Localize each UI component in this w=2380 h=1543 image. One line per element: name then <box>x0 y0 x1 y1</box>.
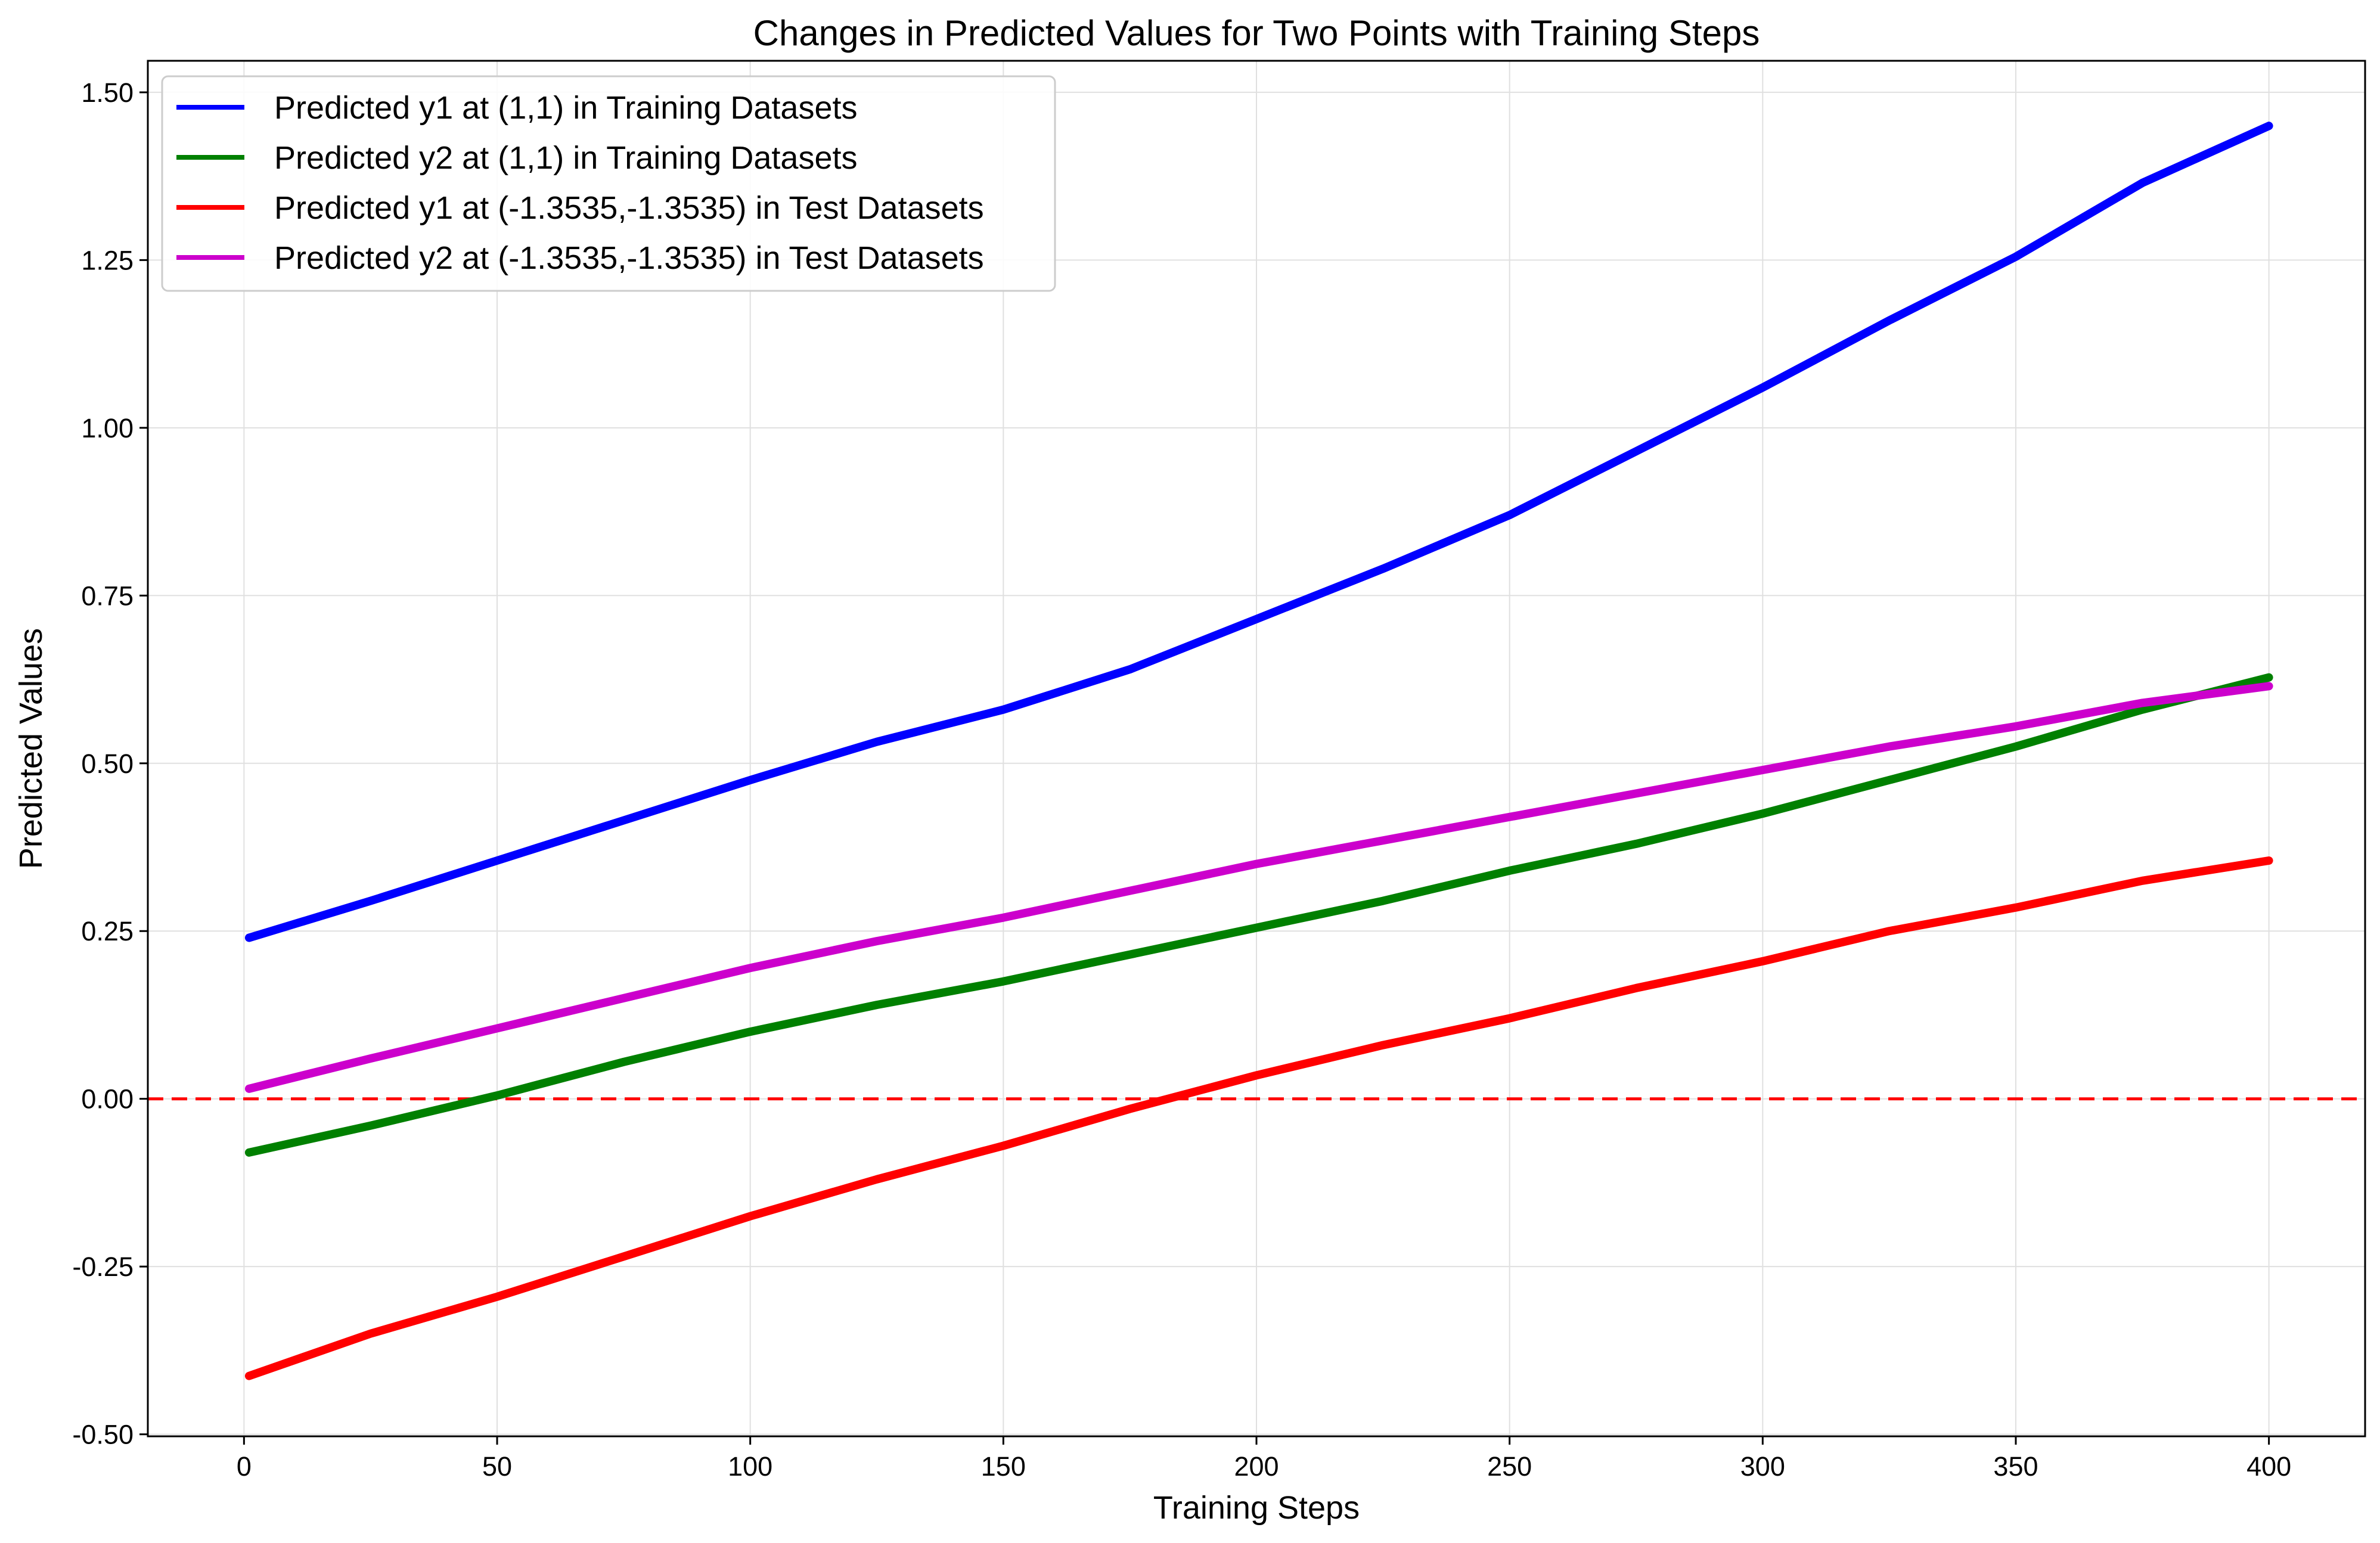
series-line-3 <box>244 856 2273 1380</box>
legend: Predicted y1 at (1,1) in Training Datase… <box>161 75 1056 292</box>
x-tick-label: 400 <box>2246 1451 2291 1482</box>
x-tick-label: 200 <box>1234 1451 1279 1482</box>
legend-label: Predicted y2 at (1,1) in Training Datase… <box>274 140 858 176</box>
y-tick-label: 1.00 <box>81 413 134 443</box>
x-axis: 0 50 100 150 200 250 300 350 400 <box>237 1436 2291 1482</box>
x-tick-label: 150 <box>981 1451 1026 1482</box>
x-axis-title: Training Steps <box>1153 1490 1360 1526</box>
y-tick-label: -0.50 <box>72 1420 134 1450</box>
y-tick-label: 0.75 <box>81 580 134 611</box>
legend-label: Predicted y2 at (-1.3535,-1.3535) in Tes… <box>274 240 984 276</box>
x-tick-label: 250 <box>1487 1451 1532 1482</box>
series-line-4 <box>244 682 2273 1093</box>
x-tick-label: 300 <box>1740 1451 1785 1482</box>
y-tick-label: 0.00 <box>81 1084 134 1114</box>
y-tick-label: -0.25 <box>72 1252 134 1282</box>
x-tick-label: 350 <box>1993 1451 2038 1482</box>
x-tick-label: 0 <box>237 1451 252 1482</box>
x-tick-label: 100 <box>728 1451 772 1482</box>
series-line-2 <box>244 673 2273 1157</box>
series-line-1 <box>244 122 2273 942</box>
legend-label: Predicted y1 at (1,1) in Training Datase… <box>274 90 858 126</box>
y-tick-label: 0.50 <box>81 749 134 779</box>
y-tick-label: 1.50 <box>81 77 134 108</box>
y-axis: -0.50 -0.25 0.00 0.25 0.50 0.75 1.00 1.25 1.50 <box>72 77 148 1450</box>
legend-box <box>161 75 1056 292</box>
y-axis-title: Predicted Values <box>13 628 49 869</box>
y-tick-label: 0.25 <box>81 916 134 946</box>
chart-title: Changes in Predicted Values for Two Poin… <box>753 13 1760 53</box>
x-tick-label: 50 <box>482 1451 512 1482</box>
legend-label: Predicted y1 at (-1.3535,-1.3535) in Tes… <box>274 190 984 226</box>
y-tick-label: 1.25 <box>81 245 134 275</box>
series-layer <box>244 122 2273 1380</box>
